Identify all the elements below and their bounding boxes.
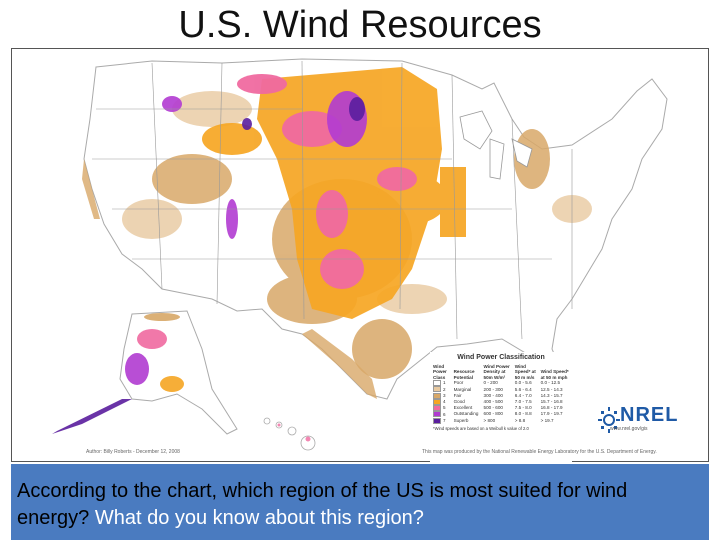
legend-density: 600 - 800 (483, 411, 503, 417)
legend-speed-mph: 15.7 - 16.8 (540, 398, 563, 404)
legend-header-potential: Resource Potential (453, 369, 475, 380)
legend-density: 500 - 600 (483, 405, 503, 411)
legend-speed-ms: 7.0 - 7.5 (514, 398, 532, 404)
legend-header-speed-mph: Wind Speed* at 50 m mph (540, 369, 569, 380)
legend-density: > 800 (483, 417, 496, 423)
legend-swatch (433, 405, 441, 412)
hawaii-islands (263, 417, 316, 451)
legend-potential: Excellent (453, 405, 473, 411)
legend-class: 7 (432, 417, 453, 424)
legend-class-number: 6 (443, 411, 446, 417)
legend-speed-ms: 5.6 - 6.4 (514, 386, 532, 392)
legend-class: 2 (432, 386, 453, 393)
legend-class: 6 (432, 411, 453, 418)
legend-potential: Outstanding (453, 411, 479, 417)
alaska-wind-zones (52, 313, 184, 434)
us-map-graphic (52, 58, 668, 451)
legend-class: 5 (432, 405, 453, 412)
nrel-url: www.nrel.gov/gis (610, 426, 648, 432)
legend-row: 3 Fair 300 - 400 6.4 - 7.0 14.3 - 15.7 (432, 392, 570, 399)
legend-row: 6 Outstanding 600 - 800 8.0 - 8.8 17.9 - 19.… (432, 411, 570, 418)
legend-class-number: 3 (443, 392, 446, 398)
nrel-logo: NREL (598, 404, 698, 444)
legend-potential: Marginal (453, 386, 472, 392)
legend-speed-mph: 0.0 - 12.5 (540, 380, 561, 386)
superb-wind-zones (242, 97, 365, 130)
legend-row: 1 Poor 0 - 200 0.0 - 5.6 0.0 - 12.5 (432, 380, 570, 387)
legend-row: 5 Excellent 500 - 600 7.5 - 8.0 16.8 - 17.9 (432, 405, 570, 412)
legend-potential: Superb (453, 417, 469, 423)
coastal-wind-bands (82, 159, 377, 399)
legend-class: 3 (432, 392, 453, 399)
legend-header-class: Wind Power Class (433, 364, 447, 380)
wind-power-legend: Wind Power Classification Wind Power Cla… (430, 352, 572, 472)
legend-class-number: 5 (443, 405, 446, 411)
legend-density: 200 - 300 (483, 386, 503, 392)
legend-row: 7 Superb > 800 > 8.8 > 19.7 (432, 417, 570, 424)
legend-rows: 1 Poor 0 - 200 0.0 - 5.6 0.0 - 12.5 2 Marginal… (432, 380, 570, 424)
question-followup: What do you know about this region? (89, 507, 424, 529)
nrel-sun-icon (598, 407, 620, 433)
legend-speed-ms: 7.5 - 8.0 (514, 405, 532, 411)
legend-potential: Poor (453, 380, 464, 386)
legend-density: 0 - 200 (483, 380, 498, 386)
legend-speed-mph: 17.9 - 19.7 (540, 411, 563, 417)
legend-speed-ms: > 8.8 (514, 417, 526, 423)
hawaii-wind-zones (277, 423, 311, 442)
legend-potential: Fair (453, 392, 462, 398)
great-lakes (459, 110, 533, 180)
legend-table: Wind Power Class Resource Potential Wind… (432, 364, 570, 424)
legend-row: 2 Marginal 200 - 300 5.6 - 6.4 12.5 - 14.3 (432, 386, 570, 393)
legend-swatch (433, 392, 441, 399)
state-borders (92, 60, 573, 340)
legend-note: *Wind speeds are based on a Weibull k va… (433, 425, 529, 431)
legend-row: 4 Good 400 - 500 7.0 - 7.5 15.7 - 16.8 (432, 398, 570, 405)
legend-class: 4 (432, 398, 453, 405)
legend-potential: Good (453, 398, 465, 404)
legend-speed-mph: > 19.7 (540, 417, 554, 423)
legend-speed-mph: 14.3 - 15.7 (540, 392, 563, 398)
legend-swatch (433, 417, 441, 424)
legend-class-number: 2 (443, 386, 446, 392)
legend-speed-mph: 16.8 - 17.9 (540, 405, 563, 411)
legend-density: 400 - 500 (483, 398, 503, 404)
nrel-logo-text: NREL (620, 404, 679, 426)
legend-title: Wind Power Classification (457, 354, 545, 361)
question-prompt: According to the chart, which region of … (17, 480, 628, 529)
slide-title: U.S. Wind Resources (178, 4, 542, 46)
legend-header-row: Wind Power Class Resource Potential Wind… (432, 364, 570, 380)
legend-class-number: 1 (443, 380, 446, 386)
legend-header-density: Wind Power Density at 50m W/m² (483, 364, 510, 380)
map-author: Author: Billy Roberts - December 12, 200… (86, 449, 180, 455)
legend-speed-mph: 12.5 - 14.3 (540, 386, 563, 392)
legend-header-speed-ms: Wind Speed* at 50 m m/s (514, 364, 536, 380)
legend-class-number: 4 (443, 399, 446, 405)
wind-resource-map: Wind Power Classification Wind Power Cla… (11, 48, 709, 472)
legend-swatch (433, 411, 441, 418)
question-box: According to the chart, which region of … (11, 464, 709, 540)
legend-speed-ms: 8.0 - 8.8 (514, 411, 532, 417)
legend-class: 1 (432, 380, 453, 387)
legend-speed-ms: 0.0 - 5.6 (514, 380, 532, 386)
map-credit: This map was produced by the National Re… (422, 449, 657, 455)
legend-speed-ms: 6.4 - 7.0 (514, 392, 532, 398)
legend-swatch (433, 386, 441, 393)
legend-swatch (433, 398, 441, 405)
legend-density: 300 - 400 (483, 392, 503, 398)
legend-swatch (433, 380, 441, 387)
legend-class-number: 7 (443, 417, 446, 423)
